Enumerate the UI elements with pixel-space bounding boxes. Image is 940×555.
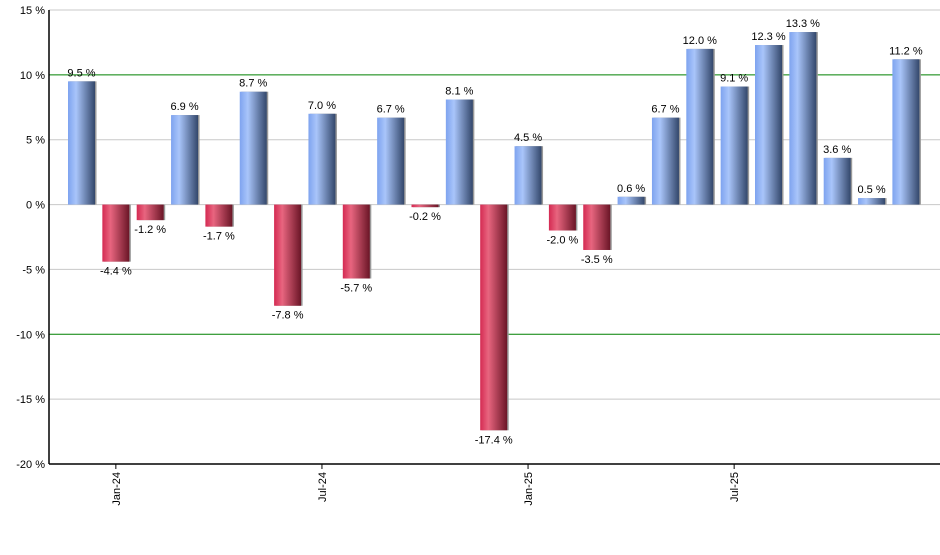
x-tick-label: Jul-25 [729, 472, 741, 502]
bar [102, 204, 130, 262]
y-tick-label: -15 % [16, 394, 45, 406]
y-tick-label: 5 % [26, 135, 45, 147]
data-label: -7.8 % [272, 310, 304, 322]
bar [686, 48, 714, 205]
data-label: 3.6 % [823, 144, 851, 156]
y-tick-label: -10 % [16, 329, 45, 341]
bar [892, 59, 920, 205]
data-label: -5.7 % [340, 283, 372, 295]
bar [651, 117, 679, 205]
bar [480, 204, 508, 431]
data-label: 8.7 % [239, 78, 267, 90]
bar [789, 32, 817, 205]
bar [858, 198, 886, 205]
bar [68, 81, 95, 205]
bar [377, 117, 405, 205]
data-label: 9.5 % [67, 67, 95, 79]
y-tick-label: 10 % [20, 70, 45, 82]
bars: 9.5 % -4.4 % -1.2 % 6.9 % -1.7 % 8.7 % -7.8 % 7… [67, 18, 922, 446]
data-label: 0.6 % [617, 183, 645, 195]
data-label: -1.7 % [203, 231, 235, 243]
bar [823, 157, 851, 205]
data-label: 9.1 % [720, 73, 748, 85]
data-label: 11.2 % [889, 45, 923, 57]
bar [445, 99, 473, 205]
data-label: 12.0 % [683, 35, 717, 47]
y-tick-label: -5 % [22, 264, 45, 276]
data-label: 4.5 % [514, 132, 542, 144]
data-label: 13.3 % [786, 18, 820, 30]
bar [274, 204, 302, 306]
data-label: 7.0 % [308, 100, 336, 112]
data-label: 8.1 % [445, 86, 473, 98]
bar [342, 204, 370, 279]
bar [548, 204, 576, 231]
data-label: 6.7 % [377, 104, 405, 116]
bar [205, 204, 233, 227]
x-tick-label: Jul-24 [317, 472, 329, 502]
bar [583, 204, 611, 250]
data-label: -3.5 % [581, 254, 613, 266]
bar [720, 86, 748, 205]
bar [411, 204, 439, 208]
y-tick-label: -20 % [16, 459, 45, 471]
bar [136, 204, 164, 221]
data-label: -0.2 % [409, 211, 441, 223]
bar [514, 146, 542, 205]
data-label: 6.7 % [651, 104, 679, 116]
bar [617, 196, 645, 205]
x-tick-label: Jan-25 [523, 472, 535, 506]
axes: 15 % 10 % 5 % 0 % -5 % -10 % -15 % -20 % Jan-24 J… [16, 5, 940, 506]
data-label: -4.4 % [100, 266, 132, 278]
data-label: 0.5 % [857, 184, 885, 196]
y-tick-label: 0 % [26, 200, 45, 212]
bar [239, 91, 267, 205]
data-label: -17.4 % [475, 434, 513, 446]
data-label: -2.0 % [547, 235, 579, 247]
x-tick-label: Jan-24 [111, 472, 123, 506]
data-label: 12.3 % [751, 31, 785, 43]
data-label: 6.9 % [170, 101, 198, 113]
bar [308, 113, 336, 205]
bar [171, 115, 199, 205]
bar [755, 45, 782, 205]
y-tick-label: 15 % [20, 5, 45, 17]
data-label: -1.2 % [134, 224, 166, 236]
